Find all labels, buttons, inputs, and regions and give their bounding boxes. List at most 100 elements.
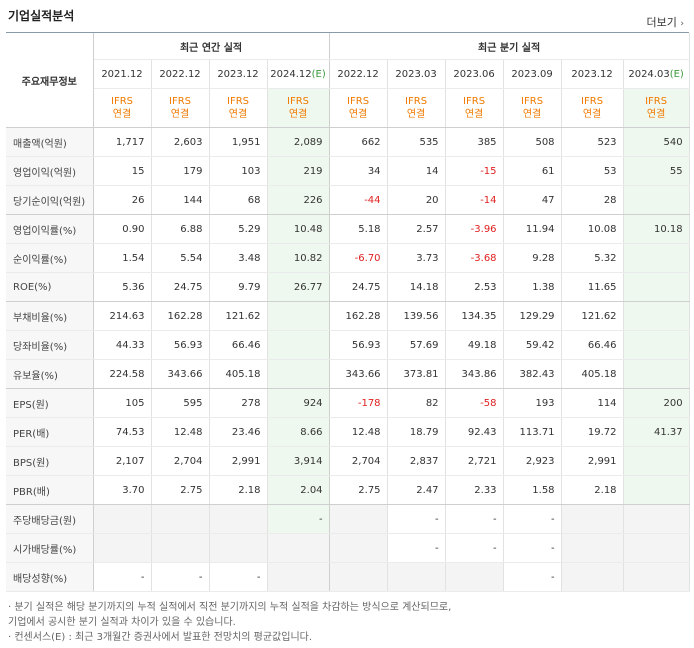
table-cell: 162.28 [329,301,388,331]
row-header: 부채비율(%) [6,301,94,331]
period-label: 2024.12 [270,68,312,80]
period-label: 2023.12 [571,68,613,80]
ifrs-label: IFRS 연결 [267,88,330,128]
table-cell [623,301,690,331]
table-cell: 2.33 [445,475,504,505]
table-cell: 105 [93,388,152,418]
table-cell: 5.32 [561,243,624,273]
table-cell [329,533,388,563]
ifrs-label: IFRS 연결 [209,88,268,128]
period-header: 2024.12(E) [267,59,330,89]
ifrs-label: IFRS 연결 [329,88,388,128]
table-cell [623,330,690,360]
table-cell: 2,991 [561,446,624,476]
group-annual: 최근 연간 실적 [93,33,330,60]
table-row: 유보율(%) 224.58 343.66 405.18 343.66 373.81 343.… [6,359,690,389]
ifrs-label: IFRS 연결 [503,88,562,128]
table-cell: 2,923 [503,446,562,476]
table-cell [267,359,330,389]
ifrs-text: IFRS [645,96,668,107]
more-label[interactable]: 더보기 [646,16,677,29]
row-header: 주당배당금(원) [6,504,94,534]
table-cell [561,504,624,534]
table-cell: 15 [93,156,152,186]
period-label: 2022.12 [159,68,201,80]
table-cell [267,330,330,360]
table-cell: 74.53 [93,417,152,447]
table-cell: 9.28 [503,243,562,273]
table-cell: -6.70 [329,243,388,273]
table-cell: 66.46 [209,330,268,360]
ifrs-label: IFRS 연결 [387,88,446,128]
table-row: BPS(원) 2,107 2,704 2,991 3,914 2,704 2,837 2,72… [6,446,690,476]
table-cell: 1,951 [209,127,268,157]
period-label: 2023.12 [217,68,259,80]
table-row: 배당성향(%) - - - - [6,562,690,592]
table-cell: 2,089 [267,127,330,157]
consolidated-text: 연결 [170,109,190,120]
consolidated-text: 연결 [348,109,368,120]
table-cell: 24.75 [329,272,388,302]
table-cell: - [445,533,504,563]
consolidated-text: 연결 [582,109,602,120]
table-cell: 2.18 [561,475,624,505]
table-cell: -15 [445,156,504,186]
table-cell: 66.46 [561,330,624,360]
table-cell: 924 [267,388,330,418]
table-cell: 113.71 [503,417,562,447]
period-header: 2021.12 [93,59,152,89]
table-cell: 179 [151,156,210,186]
table-cell: 82 [387,388,446,418]
table-cell [623,475,690,505]
table-cell [623,446,690,476]
table-cell [623,562,690,592]
table-cell: 193 [503,388,562,418]
consolidated-text: 연결 [646,109,666,120]
table-cell: 200 [623,388,690,418]
table-cell: 11.94 [503,214,562,244]
table-cell: 2.75 [151,475,210,505]
row-header: 시가배당률(%) [6,533,94,563]
table-row: 시가배당률(%) - - - [6,533,690,563]
table-cell: 2.57 [387,214,446,244]
table-row: PBR(배) 3.70 2.75 2.18 2.04 2.75 2.47 2.33 1.58 2.… [6,475,690,505]
table-cell: 2.18 [209,475,268,505]
table-cell: 343.86 [445,359,504,389]
table-row: 주당배당금(원) - - - - [6,504,690,534]
row-header: PER(배) [6,417,94,447]
table-cell: - [445,504,504,534]
ifrs-text: IFRS [169,96,191,107]
table-cell: 2,704 [329,446,388,476]
table-cell: 5.29 [209,214,268,244]
table-cell: - [387,533,446,563]
table-cell: 18.79 [387,417,446,447]
row-header: 영업이익률(%) [6,214,94,244]
more-link[interactable]: 더보기 › [647,14,684,30]
table-cell: 49.18 [445,330,504,360]
table-cell: -44 [329,185,388,215]
table-cell: 57.69 [387,330,446,360]
row-header: 매출액(억원) [6,127,94,157]
ifrs-label: IFRS 연결 [561,88,624,128]
table-cell: 5.18 [329,214,388,244]
table-cell: -3.96 [445,214,504,244]
table-cell: 12.48 [329,417,388,447]
table-cell: 662 [329,127,388,157]
row-header: 당기순이익(억원) [6,185,94,215]
table-cell [623,504,690,534]
table-cell [267,533,330,563]
table-cell [93,533,152,563]
table-cell: 26.77 [267,272,330,302]
table-cell: 23.46 [209,417,268,447]
table-row: EPS(원) 105 595 278 924 -178 82 -58 193 114 200 [6,388,690,418]
table-cell: - [503,562,562,592]
estimate-mark: (E) [669,68,684,80]
table-cell: 2.75 [329,475,388,505]
period-header: 2023.03 [387,59,446,89]
table-cell: 2.53 [445,272,504,302]
table-cell: 405.18 [209,359,268,389]
table-row: 부채비율(%) 214.63 162.28 121.62 162.28 139.56 134… [6,301,690,331]
table-cell: 3.70 [93,475,152,505]
table-cell: 278 [209,388,268,418]
table-cell: 1.58 [503,475,562,505]
